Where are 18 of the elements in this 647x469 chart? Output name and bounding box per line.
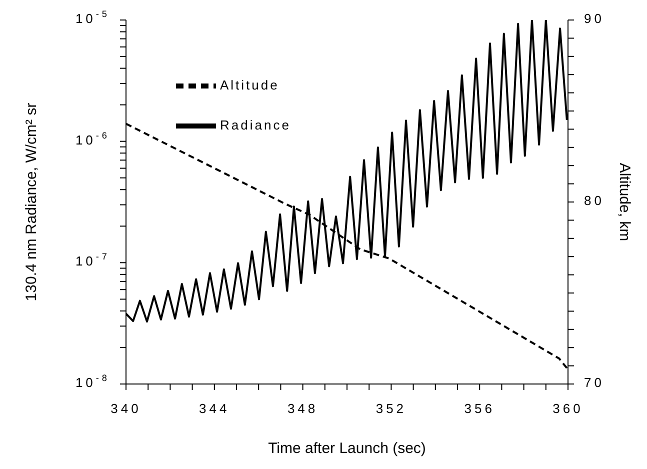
legend-label: Altitude	[220, 77, 280, 92]
y2-tick-label: 90	[584, 11, 604, 26]
y2-tick-label: 70	[584, 375, 604, 390]
y2-tick-label: 80	[584, 193, 604, 208]
x-tick-label: 340	[110, 401, 142, 416]
y2-axis-title: Altitude, km	[616, 162, 633, 242]
legend-label: Radiance	[220, 117, 291, 132]
x-tick-label: 344	[199, 401, 230, 416]
x-axis-title: Time after Launch (sec)	[268, 440, 426, 457]
x-tick-label: 348	[287, 401, 318, 416]
y-tick-label: 10$^{-8}$	[75, 373, 110, 390]
y-axis-title: 130.4 nm Radiance, W/cm² sr	[23, 102, 40, 302]
y-tick-label: 10$^{-7}$	[75, 252, 110, 270]
x-tick-label: 360	[552, 401, 584, 416]
y-tick-label: 10$^{-6}$	[75, 130, 110, 148]
x-tick-label: 356	[464, 401, 495, 416]
y-tick-label: 10$^{-5}$	[75, 9, 110, 26]
x-tick-label: 352	[376, 401, 407, 416]
